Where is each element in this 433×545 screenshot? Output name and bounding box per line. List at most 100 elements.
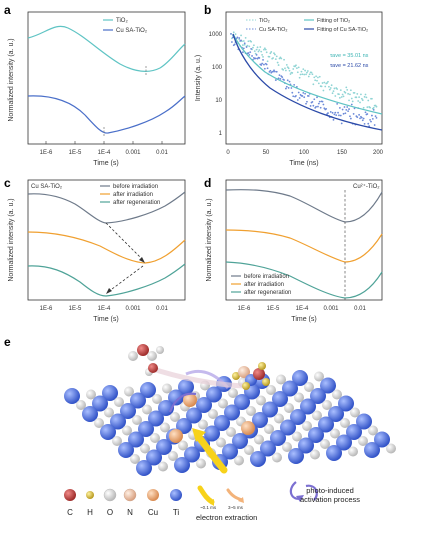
scatter-point — [355, 96, 358, 99]
ti-atom — [168, 389, 184, 406]
molecule-2 — [232, 362, 270, 390]
scatter-point — [307, 95, 310, 97]
scatter-point — [274, 70, 276, 73]
o-atom — [228, 388, 238, 398]
panel-d-xlabel: Time (s) — [291, 316, 316, 323]
panel-c-tick-2: 1E-5 — [69, 306, 82, 312]
line-d-after — [225, 229, 383, 263]
scatter-point — [307, 75, 310, 78]
scatter-point — [328, 85, 330, 88]
panel-b-ytick-4: 1 — [219, 131, 223, 137]
panel-b-ytick-2: 100 — [212, 65, 223, 71]
panel-b-xtick-3: 100 — [299, 150, 310, 156]
scatter-point — [323, 81, 326, 84]
o-atom — [302, 421, 312, 431]
o-atom — [114, 397, 124, 407]
scatter-point — [315, 105, 317, 108]
o-atom — [140, 443, 150, 454]
scatter-point — [265, 51, 268, 54]
scatter-point — [375, 105, 378, 108]
scatter-point — [304, 92, 307, 95]
scatter-point — [305, 73, 307, 76]
o-atom — [76, 400, 86, 410]
ti-atom — [214, 415, 230, 431]
scatter-point — [263, 63, 265, 66]
scatter-point — [305, 102, 307, 105]
o-atom — [340, 418, 350, 428]
o-atom — [130, 454, 140, 464]
scatter-point — [262, 55, 264, 58]
ti-atom — [204, 425, 220, 442]
scatter-point — [361, 99, 364, 102]
ti-atom — [320, 377, 336, 394]
ti-atom — [206, 386, 222, 403]
panel-c-letter: c — [4, 176, 11, 190]
scatter-point — [326, 82, 328, 84]
scatter-point — [248, 45, 251, 48]
scatter-point — [356, 93, 359, 95]
panel-c-xlabel: Time (s) — [93, 316, 118, 323]
legend-c-2: after irradiation — [113, 192, 153, 198]
scatter-point — [268, 55, 271, 58]
molecule-1 — [128, 344, 164, 376]
ti-atom — [120, 403, 136, 419]
ti-atom — [178, 379, 194, 395]
atom-h-icon — [86, 491, 94, 499]
ti-atom — [234, 394, 250, 410]
scatter-point — [371, 97, 373, 100]
panel-a-tick-4: 0.001 — [125, 150, 141, 156]
scatter-point — [245, 46, 248, 48]
small-label-2: 3~5 ms — [228, 505, 244, 510]
o-atom — [266, 385, 276, 395]
legend-d-1: before irradiation — [244, 274, 289, 280]
scatter-point — [375, 117, 378, 119]
panel-a-tick-2: 1E-5 — [69, 150, 82, 156]
scatter-point — [295, 94, 297, 97]
scatter-point — [292, 95, 295, 98]
o-atom — [196, 458, 206, 469]
ti-atom — [292, 370, 308, 386]
scatter-point — [359, 101, 361, 104]
scatter-point — [230, 32, 232, 35]
scatter-point — [363, 95, 366, 98]
scatter-point — [243, 43, 246, 46]
scatter-point — [345, 108, 348, 111]
panel-a-frame — [27, 11, 186, 145]
scatter-point — [270, 51, 273, 53]
scatter-point — [321, 100, 324, 103]
panel-d-tick-1: 1E-6 — [238, 306, 251, 312]
orange-arrow-icon — [226, 488, 244, 502]
ti-atom — [140, 382, 156, 398]
ti-atom — [118, 442, 134, 458]
scatter-point — [337, 111, 339, 114]
panel-b: b Intensity (a. u.) Time (ns) 0 50 100 1… — [195, 3, 384, 167]
ti-atom — [250, 451, 266, 467]
scatter-point — [316, 79, 318, 82]
scatter-point — [295, 67, 298, 70]
scatter-point — [374, 115, 377, 118]
ti-atom — [148, 410, 164, 427]
ti-atom — [128, 431, 144, 448]
scatter-point — [277, 64, 280, 66]
scatter-point — [274, 79, 277, 81]
o-atom — [178, 440, 188, 451]
o-atom — [330, 428, 340, 439]
scatter-point — [282, 68, 285, 71]
scatter-point — [283, 58, 285, 61]
scatter-point — [254, 57, 257, 60]
atom-label-ti: Ti — [173, 508, 180, 517]
scatter-point — [266, 60, 269, 63]
o-atom — [348, 446, 358, 457]
scatter-point — [312, 83, 315, 86]
tau-b-1: τave = 35.01 ns — [330, 53, 369, 59]
scatter-point — [309, 105, 312, 107]
scatter-point — [372, 109, 375, 111]
scatter-point — [312, 104, 315, 107]
ti-atom — [336, 434, 352, 451]
atom-n-icon — [123, 488, 137, 502]
scatter-point — [329, 87, 332, 89]
scatter-point — [369, 106, 371, 109]
o-atom — [142, 404, 152, 415]
o-atom — [314, 371, 324, 382]
scatter-point — [358, 96, 360, 99]
